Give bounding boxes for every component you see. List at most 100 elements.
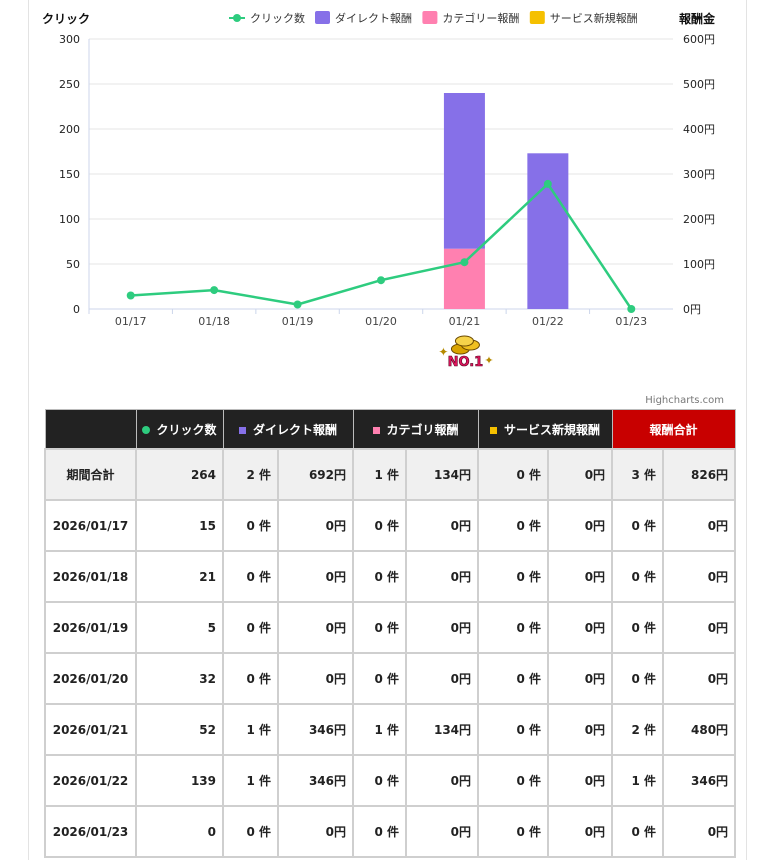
sparkle-icon: ✦	[438, 345, 448, 359]
cell-direct-amount: 0円	[276, 805, 355, 858]
cell-total-amount: 0円	[662, 652, 737, 705]
cell-direct-amount: 692円	[276, 448, 355, 501]
y-left-tick-label: 200	[59, 123, 80, 136]
clicks-point	[627, 305, 636, 313]
cell-clicks: 264	[135, 448, 224, 501]
cell-total-amount: 0円	[662, 805, 737, 858]
table-row-period-total: 期間合計 264 2 件 692円 1 件 134円 0 件 0円 3 件 826円	[44, 448, 737, 501]
y-left-axis-title: クリック	[42, 12, 90, 26]
cell-service-amount: 0円	[547, 499, 614, 552]
cell-direct-amount: 0円	[276, 601, 355, 654]
chart-credit[interactable]: Highcharts.com	[645, 395, 724, 406]
y-right-tick-label: 300円	[683, 168, 715, 181]
cell-clicks: 32	[135, 652, 224, 705]
cell-total-count: 0 件	[611, 550, 665, 603]
legend-dot-icon	[233, 14, 241, 22]
row-label: 2026/01/20	[44, 652, 137, 705]
table-row: 2026/01/20 32 0 件 0円 0 件 0円 0 件 0円 0 件 0円	[44, 652, 737, 705]
cell-direct-amount: 346円	[276, 754, 355, 807]
clicks-point	[377, 276, 385, 285]
row-label: 2026/01/21	[44, 703, 137, 756]
cell-category-count: 0 件	[352, 550, 408, 603]
cell-category-count: 0 件	[352, 805, 408, 858]
cell-category-amount: 0円	[405, 754, 480, 807]
header-total: 報酬合計	[611, 409, 736, 450]
stats-table: クリック数 ダイレクト報酬 カテゴリ報酬 サービス新規報酬 報酬合計 期間合計 2…	[44, 409, 737, 858]
table-row: 2026/01/21 52 1 件 346円 1 件 134円 0 件 0円 2 件 480円	[44, 703, 737, 756]
y-left-tick-label: 250	[59, 78, 80, 91]
cell-total-count: 2 件	[611, 703, 665, 756]
legend-square-icon	[315, 11, 330, 24]
header-category: カテゴリ報酬	[352, 409, 479, 450]
cell-direct-amount: 0円	[276, 550, 355, 603]
y-right-tick-label: 600円	[683, 33, 715, 46]
cell-direct-count: 0 件	[222, 652, 279, 705]
cell-service-amount: 0円	[547, 754, 614, 807]
performance-chart: 0 50 100 150 200 250 300 0円 100円 200円 300円 400円 500円…	[42, 11, 716, 370]
cell-category-count: 0 件	[352, 499, 408, 552]
cell-category-count: 1 件	[352, 448, 408, 501]
x-tick-label: 01/17	[115, 315, 147, 328]
cell-category-count: 0 件	[352, 601, 408, 654]
cell-total-amount: 346円	[662, 754, 737, 807]
cell-service-amount: 0円	[547, 703, 614, 756]
table-row: 2026/01/23 0 0 件 0円 0 件 0円 0 件 0円 0 件 0円	[44, 805, 737, 858]
x-tick-label: 01/23	[615, 315, 647, 328]
cell-clicks: 52	[135, 703, 224, 756]
legend-square-icon	[529, 11, 545, 24]
y-left-tick-label: 50	[66, 258, 80, 271]
clicks-dot-icon	[142, 426, 151, 434]
bar-ダイレクト報酬	[443, 93, 485, 249]
cell-total-count: 0 件	[611, 499, 665, 552]
x-tick-label: 01/22	[532, 315, 564, 328]
cell-service-count: 0 件	[477, 550, 550, 603]
cell-total-amount: 0円	[662, 550, 737, 603]
y-left-tick-label: 150	[59, 168, 80, 181]
y-right-tick-label: 400円	[683, 123, 715, 136]
clicks-point	[543, 179, 552, 188]
legend-label: ダイレクト報酬	[335, 11, 412, 25]
row-label: 2026/01/22	[44, 754, 137, 807]
service-square-icon	[490, 426, 498, 434]
cell-direct-amount: 0円	[276, 652, 355, 705]
no1-badge-text: NO.1	[448, 355, 484, 370]
header-blank	[44, 409, 137, 450]
cell-service-count: 0 件	[477, 754, 550, 807]
cell-category-amount: 0円	[405, 499, 480, 552]
cell-category-amount: 134円	[405, 703, 480, 756]
cell-direct-count: 1 件	[222, 703, 279, 756]
row-label: 期間合計	[44, 448, 137, 501]
cell-service-count: 0 件	[477, 652, 550, 705]
cell-service-amount: 0円	[547, 805, 614, 858]
cell-total-count: 0 件	[611, 805, 665, 858]
row-label: 2026/01/18	[44, 550, 137, 603]
cell-service-count: 0 件	[477, 448, 550, 501]
y-right-tick-label: 100円	[683, 258, 715, 271]
bar-ダイレクト報酬	[527, 153, 569, 309]
cell-direct-count: 0 件	[222, 550, 279, 603]
cell-service-amount: 0円	[547, 550, 614, 603]
cell-service-count: 0 件	[477, 499, 550, 552]
cell-service-amount: 0円	[547, 601, 614, 654]
cell-category-amount: 0円	[405, 550, 480, 603]
y-right-tick-label: 500円	[683, 78, 715, 91]
bar-カテゴリー報酬	[443, 248, 485, 309]
cell-total-count: 3 件	[611, 448, 665, 501]
header-service: サービス新規報酬	[477, 409, 613, 450]
cell-total-count: 0 件	[611, 652, 665, 705]
direct-square-icon	[239, 426, 246, 434]
cell-direct-amount: 0円	[276, 499, 355, 552]
cell-direct-count: 0 件	[222, 601, 279, 654]
y-left-tick-label: 300	[59, 33, 80, 46]
x-tick-label: 01/18	[198, 315, 230, 328]
cell-service-count: 0 件	[477, 601, 550, 654]
table-row: 2026/01/19 5 0 件 0円 0 件 0円 0 件 0円 0 件 0円	[44, 601, 737, 654]
row-label: 2026/01/19	[44, 601, 137, 654]
cell-clicks: 21	[135, 550, 224, 603]
clicks-point	[126, 291, 135, 300]
cell-category-count: 0 件	[352, 754, 408, 807]
cell-direct-count: 0 件	[222, 805, 279, 858]
sparkle-icon: ✦	[484, 354, 493, 367]
table-row: 2026/01/18 21 0 件 0円 0 件 0円 0 件 0円 0 件 0円	[44, 550, 737, 603]
row-label: 2026/01/17	[44, 499, 137, 552]
